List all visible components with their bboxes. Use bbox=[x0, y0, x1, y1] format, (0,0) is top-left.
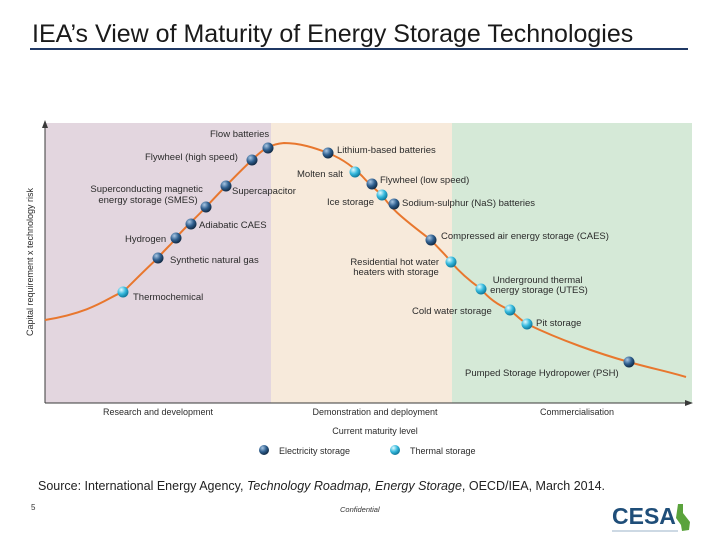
label-smes: Superconducting magnetic energy storage … bbox=[90, 184, 205, 206]
maturity-curve bbox=[44, 141, 687, 378]
title-rule bbox=[30, 48, 688, 50]
label-pit-storage: Pit storage bbox=[536, 318, 581, 329]
label-residential-line-2: heaters with storage bbox=[353, 267, 439, 278]
marker-utes bbox=[475, 283, 487, 295]
marker-hydrogen bbox=[170, 232, 182, 244]
marker-flow-batteries bbox=[262, 142, 274, 154]
marker-cold-water-storage bbox=[504, 304, 516, 316]
label-cold-water-storage: Cold water storage bbox=[412, 306, 492, 317]
marker-caes bbox=[425, 234, 437, 246]
cesa-logo: CESA bbox=[612, 503, 690, 532]
label-synthetic-natural-gas: Synthetic natural gas bbox=[170, 255, 259, 266]
label-nas-batteries: Sodium-sulphur (NaS) batteries bbox=[402, 198, 535, 209]
label-thermochemical: Thermochemical bbox=[133, 292, 203, 303]
zone-demonstration bbox=[271, 123, 452, 403]
legend-thermal-label: Thermal storage bbox=[410, 446, 476, 456]
x-axis-label: Current maturity level bbox=[332, 426, 418, 436]
label-utes: Underground thermal energy storage (UTES… bbox=[490, 275, 588, 296]
marker-flywheel-high-speed bbox=[246, 154, 258, 166]
marker-nas-batteries bbox=[388, 198, 400, 210]
x-axis-arrow bbox=[685, 400, 693, 406]
label-flywheel-high-speed: Flywheel (high speed) bbox=[145, 152, 238, 163]
source-citation: Source: International Energy Agency, Tec… bbox=[38, 479, 605, 493]
zone-label-research: Research and development bbox=[103, 407, 214, 417]
label-hydrogen: Hydrogen bbox=[125, 234, 166, 245]
marker-adiabatic-caes bbox=[185, 218, 197, 230]
marker-synthetic-natural-gas bbox=[152, 252, 164, 264]
label-smes-line-2: energy storage (SMES) bbox=[98, 195, 197, 206]
marker-thermochemical bbox=[117, 286, 129, 298]
label-caes: Compressed air energy storage (CAES) bbox=[441, 231, 609, 242]
legend-electricity-label: Electricity storage bbox=[279, 446, 350, 456]
marker-flywheel-low-speed bbox=[366, 178, 378, 190]
marker-molten-salt bbox=[349, 166, 361, 178]
marker-pit-storage bbox=[521, 318, 533, 330]
source-italic: Technology Roadmap, Energy Storage bbox=[246, 479, 462, 493]
y-axis-label: Capital requirement x technology risk bbox=[25, 187, 35, 336]
label-supercapacitor: Supercapacitor bbox=[232, 186, 296, 197]
label-molten-salt: Molten salt bbox=[297, 169, 343, 180]
label-flywheel-low-speed: Flywheel (low speed) bbox=[380, 175, 469, 186]
y-axis-arrow bbox=[42, 120, 48, 128]
marker-residential-hot-water bbox=[445, 256, 457, 268]
label-lithium-batteries: Lithium-based batteries bbox=[337, 145, 436, 156]
label-flow-batteries: Flow batteries bbox=[210, 129, 269, 140]
source-prefix: Source: International Energy Agency, bbox=[38, 479, 247, 493]
label-ice-storage: Ice storage bbox=[327, 197, 374, 208]
marker-smes bbox=[200, 201, 212, 213]
california-shape bbox=[676, 504, 690, 531]
marker-psh bbox=[623, 356, 635, 368]
legend-electricity-marker bbox=[259, 445, 269, 455]
source-suffix: , OECD/IEA, March 2014. bbox=[461, 479, 606, 493]
marker-lithium-batteries bbox=[322, 147, 334, 159]
legend-thermal-marker bbox=[390, 445, 400, 455]
marker-ice-storage bbox=[376, 189, 388, 201]
zone-label-commercialisation: Commercialisation bbox=[540, 407, 614, 417]
page-number: 5 bbox=[31, 503, 36, 512]
label-adiabatic-caes: Adiabatic CAES bbox=[199, 220, 267, 231]
zone-commercialisation bbox=[452, 123, 692, 403]
label-utes-line-1: Underground thermal bbox=[493, 275, 583, 286]
label-residential-hot-water: Residential hot water heaters with stora… bbox=[350, 257, 441, 278]
label-psh: Pumped Storage Hydropower (PSH) bbox=[465, 368, 619, 379]
label-residential-line-1: Residential hot water bbox=[350, 257, 439, 268]
zone-label-demonstration: Demonstration and deployment bbox=[312, 407, 438, 417]
confidential-label: Confidential bbox=[340, 505, 380, 514]
slide-title: IEA’s View of Maturity of Energy Storage… bbox=[32, 20, 634, 48]
cesa-logo-text: CESA bbox=[612, 503, 676, 529]
label-smes-line-1: Superconducting magnetic bbox=[90, 184, 203, 195]
label-utes-line-2: energy storage (UTES) bbox=[490, 285, 588, 296]
marker-supercapacitor bbox=[220, 180, 232, 192]
